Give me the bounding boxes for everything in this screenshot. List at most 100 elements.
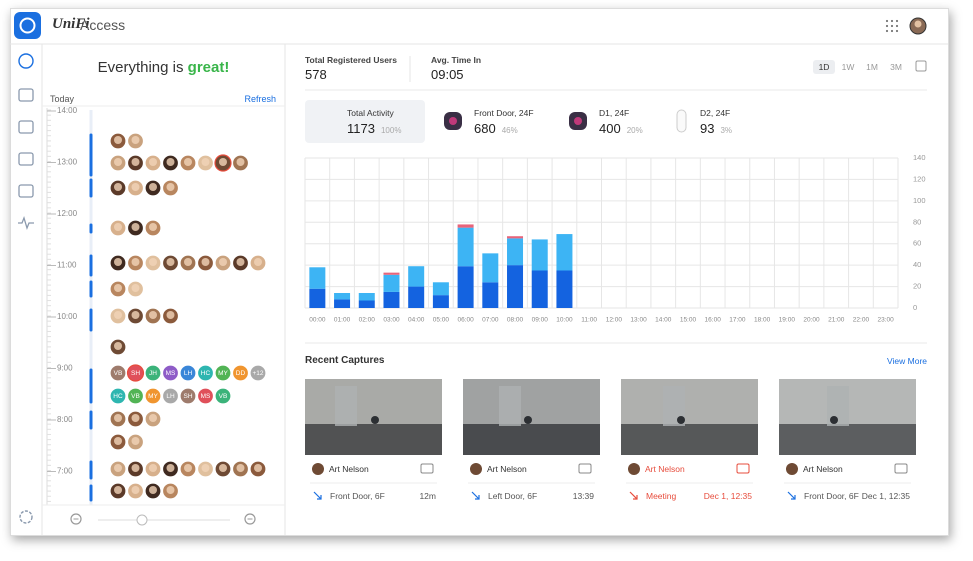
initials-badge[interactable] (231, 364, 250, 382)
x-tick-label: 01:00 (334, 317, 351, 324)
initials-badge[interactable] (161, 387, 180, 405)
initials-badge[interactable] (214, 364, 232, 382)
bar-segment (531, 239, 548, 271)
status-prefix: Everything is (97, 59, 184, 76)
initials-text: VB (114, 370, 123, 377)
nav-icon[interactable] (18, 184, 34, 198)
initials-badge[interactable] (109, 364, 127, 382)
nav-icon[interactable] (18, 53, 34, 69)
capture-floor (779, 424, 916, 455)
initials-badge[interactable] (144, 387, 162, 405)
zoom-slider-knob[interactable] (136, 514, 148, 526)
app-logo-ring (19, 17, 36, 34)
visitor-avatar-face (166, 464, 175, 472)
visitor-avatar-face (131, 258, 140, 266)
visitor-avatar-face (201, 258, 210, 266)
range-button[interactable]: 3M (890, 62, 902, 72)
x-tick-label: 17:00 (729, 317, 746, 324)
initials-badge[interactable] (214, 387, 232, 405)
x-tick-label: 08:00 (507, 317, 524, 324)
door-stats: 93 3% (700, 121, 732, 136)
x-tick-label: 19:00 (779, 317, 796, 324)
capture-door: Left Door, 6F (488, 491, 538, 501)
initials-badge[interactable] (196, 387, 215, 405)
x-tick-label: 00:00 (309, 317, 326, 324)
range-button[interactable]: 1D (813, 60, 835, 74)
bar-segment (334, 293, 351, 300)
nav-icon[interactable] (18, 152, 34, 166)
calendar-icon[interactable] (915, 60, 927, 72)
nav-icon[interactable] (18, 88, 34, 102)
entry-arrow (787, 491, 796, 500)
capture-door (335, 386, 357, 426)
door-card-bg[interactable] (305, 100, 425, 143)
door-count: 1173 (347, 121, 375, 136)
capture-wall (463, 379, 600, 424)
x-tick-label: 14:00 (655, 317, 672, 324)
initials-badge[interactable] (126, 364, 145, 382)
initials-text: +12 (252, 370, 263, 377)
entry-arrow-head (475, 495, 480, 500)
initials-badge[interactable] (161, 364, 180, 382)
x-tick-label: 04:00 (408, 317, 425, 324)
bar-segment (482, 282, 499, 308)
nav-icon[interactable] (19, 510, 33, 524)
card-reader-icon (894, 463, 908, 474)
view-more[interactable]: View More (887, 356, 927, 366)
entry-arrow (313, 491, 322, 500)
time-label: Avg. Time In (431, 55, 482, 65)
bar-segment (507, 265, 524, 308)
visitor-avatar-face (149, 311, 157, 319)
visitor-avatar-face (184, 258, 192, 266)
initials-badge[interactable] (179, 364, 197, 382)
visitor-avatar-face (114, 311, 122, 319)
capture-floor (621, 424, 758, 455)
visitor-avatar-face (149, 464, 157, 472)
initials-badge[interactable] (126, 387, 145, 405)
x-tick-label: 23:00 (878, 317, 895, 324)
initials-badge[interactable] (109, 387, 127, 405)
x-tick-label: 15:00 (680, 317, 697, 324)
visitor-avatar-face (114, 486, 122, 494)
initials-badge[interactable] (179, 387, 197, 405)
capture-person-name: Art Nelson (803, 464, 843, 474)
y-tick-label: 0 (913, 303, 917, 312)
x-tick-label: 02:00 (359, 317, 376, 324)
bar-segment (556, 234, 573, 271)
initials-badge[interactable] (144, 364, 162, 382)
initials-badge[interactable] (249, 364, 267, 382)
capture-avatar (786, 463, 798, 475)
refresh-link[interactable]: Refresh (244, 94, 276, 104)
initials-text: SH (183, 393, 192, 400)
x-tick-label: 05:00 (433, 317, 450, 324)
range-button[interactable]: 1W (841, 62, 855, 72)
y-tick-label: 100 (913, 196, 926, 205)
apps-grid-dot (885, 24, 889, 28)
users-value: 578 (305, 67, 327, 82)
visitor-avatar-face (149, 414, 157, 422)
range-button[interactable]: 1M (866, 62, 878, 72)
visitor-avatar-face (149, 158, 157, 166)
app-logo[interactable] (14, 12, 41, 39)
bar-segment (507, 236, 524, 239)
bar-segment (432, 295, 449, 308)
capture-avatar (470, 463, 482, 475)
nav-icon[interactable] (18, 216, 34, 230)
initials-text: LH (184, 370, 193, 377)
visitor-avatar-face (184, 158, 192, 166)
nav-icon[interactable] (18, 120, 34, 134)
status-line: Everything is great! (42, 59, 285, 76)
user-avatar-face (914, 20, 922, 28)
zoom-in-icon[interactable] (244, 513, 256, 525)
timeline-hour: 11:00 (57, 261, 77, 270)
bar-segment (556, 270, 573, 308)
initials-text: VB (131, 393, 140, 400)
zoom-out-icon[interactable] (70, 513, 82, 525)
visitor-avatar-face (114, 136, 122, 144)
initials-badge[interactable] (196, 364, 215, 382)
y-tick-label: 80 (913, 217, 921, 226)
initials-text: SH (131, 370, 140, 377)
